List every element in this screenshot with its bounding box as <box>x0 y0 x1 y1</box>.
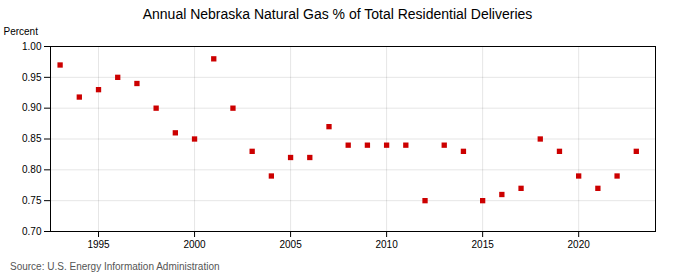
svg-text:1.00: 1.00 <box>22 41 42 52</box>
svg-text:0.70: 0.70 <box>22 226 42 237</box>
svg-text:2005: 2005 <box>279 239 302 250</box>
svg-text:0.85: 0.85 <box>22 133 42 144</box>
html-text:Source: U.S. Energy Informatio: Source: U.S. Energy Information Administ… <box>10 261 220 272</box>
svg-text:0.95: 0.95 <box>22 72 42 83</box>
svg-text:2010: 2010 <box>375 239 398 250</box>
svg-text:0.90: 0.90 <box>22 102 42 113</box>
svg-text:0.80: 0.80 <box>22 164 42 175</box>
svg-text:2015: 2015 <box>472 239 495 250</box>
svg-text:0.75: 0.75 <box>22 195 42 206</box>
svg-text:2000: 2000 <box>183 239 206 250</box>
svg-text:2020: 2020 <box>568 239 591 250</box>
html-text:Annual Nebraska Natural Gas %: Annual Nebraska Natural Gas % of Total R… <box>142 6 533 22</box>
svg-text:Percent: Percent <box>4 26 39 37</box>
svg-text:1995: 1995 <box>87 239 110 250</box>
